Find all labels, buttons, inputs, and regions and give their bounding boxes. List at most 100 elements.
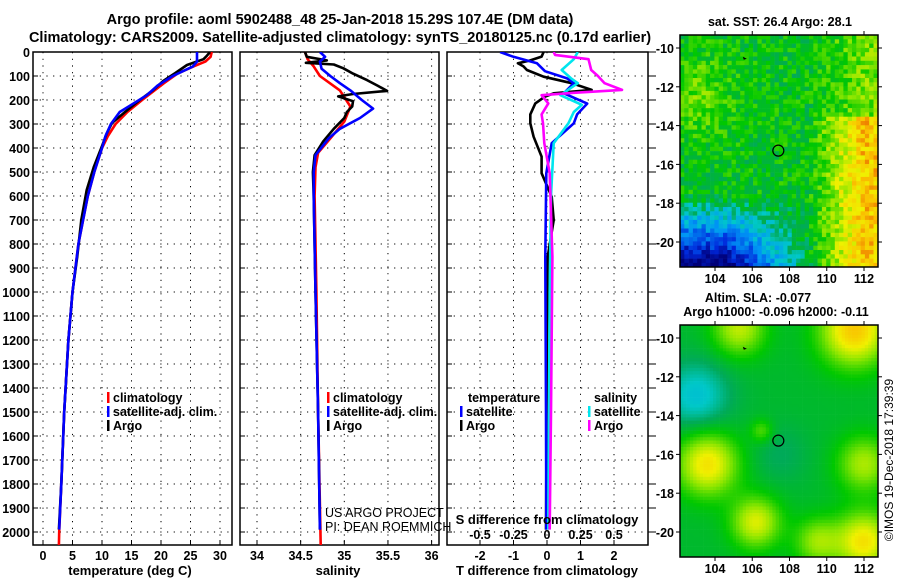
map-cell <box>697 358 701 362</box>
map-cell <box>826 155 831 160</box>
map-cell <box>719 237 724 242</box>
map-cell <box>713 401 717 405</box>
map-cell <box>693 220 698 225</box>
map-cell <box>706 229 711 234</box>
map-cell <box>730 497 734 501</box>
map-cell <box>739 543 743 547</box>
map-cell <box>693 427 697 431</box>
map-cell <box>703 490 707 494</box>
map-cell <box>818 151 823 156</box>
map-cell <box>796 177 801 182</box>
map-cell <box>809 259 814 264</box>
map-cell <box>713 447 717 451</box>
map-cell <box>749 130 754 135</box>
map-cell <box>684 229 689 234</box>
map-cell <box>788 117 793 122</box>
map-cell <box>726 404 730 408</box>
map-cell <box>835 181 840 186</box>
map-cell <box>852 74 857 79</box>
map-cell <box>848 48 853 53</box>
map-cell <box>739 378 743 382</box>
map-cell <box>683 503 687 507</box>
map-cell <box>848 69 853 74</box>
map-cell <box>766 447 770 451</box>
map-cell <box>759 467 763 471</box>
map-cell <box>805 130 810 135</box>
map-cell <box>710 328 714 332</box>
map-cell <box>710 342 714 346</box>
map-cell <box>693 117 698 122</box>
map-cell <box>749 74 754 79</box>
map-cell <box>736 125 741 130</box>
map-cell <box>693 104 698 109</box>
map-cell <box>697 61 702 66</box>
map-cell <box>861 211 866 216</box>
map-cell <box>713 427 717 431</box>
map-cell <box>727 112 732 117</box>
map-cell <box>710 549 714 553</box>
map-cell <box>852 125 857 130</box>
map-cell <box>697 450 701 454</box>
map-cell <box>693 434 697 438</box>
map-cell <box>852 229 857 234</box>
map-cell <box>763 338 767 342</box>
map-cell <box>726 427 730 431</box>
map-cell <box>856 39 861 44</box>
map-cell <box>723 125 728 130</box>
map-cell <box>716 480 720 484</box>
map-cell <box>770 125 775 130</box>
map-cell <box>720 480 724 484</box>
map-cell <box>861 82 866 87</box>
map-cell <box>727 39 732 44</box>
map-cell <box>775 61 780 66</box>
map-cell <box>843 203 848 208</box>
map-cell <box>776 516 780 520</box>
map-cell <box>809 203 814 208</box>
map-cell <box>703 553 707 557</box>
map-cell <box>813 207 818 212</box>
map-cell <box>723 52 728 57</box>
map-cell <box>749 241 754 246</box>
map-cell <box>710 454 714 458</box>
map-cell <box>689 168 694 173</box>
map-cell <box>759 477 763 481</box>
map-cell <box>683 490 687 494</box>
map-cell <box>766 338 770 342</box>
map-cell <box>759 483 763 487</box>
map-cell <box>839 151 844 156</box>
map-cell <box>869 82 874 87</box>
map-cell <box>726 533 730 537</box>
map-cell <box>739 411 743 415</box>
map-cell <box>743 365 747 369</box>
map-cell <box>869 211 874 216</box>
map-cell <box>740 160 745 165</box>
map-cell <box>762 125 767 130</box>
map-cell <box>818 117 823 122</box>
map-cell <box>772 510 776 514</box>
map-cell <box>813 134 818 139</box>
map-cell <box>683 375 687 379</box>
map-cell <box>723 434 727 438</box>
map-cell <box>753 510 757 514</box>
map-cell <box>700 447 704 451</box>
map-cell <box>809 151 814 156</box>
map-cell <box>733 388 737 392</box>
map-cell <box>759 487 763 491</box>
map-cell <box>733 487 737 491</box>
map-cell <box>813 224 818 229</box>
map-cell <box>690 342 694 346</box>
map-cell <box>766 414 770 418</box>
map-cell <box>865 125 870 130</box>
map-cell <box>684 160 689 165</box>
map-cell <box>683 345 687 349</box>
map-cell <box>700 348 704 352</box>
map-cell <box>843 82 848 87</box>
map-cell <box>749 470 753 474</box>
map-cell <box>693 516 697 520</box>
map-cell <box>762 69 767 74</box>
map-cell <box>693 411 697 415</box>
map-cell <box>843 207 848 212</box>
map-cell <box>796 44 801 49</box>
map-cell <box>856 237 861 242</box>
map-cell <box>746 477 750 481</box>
